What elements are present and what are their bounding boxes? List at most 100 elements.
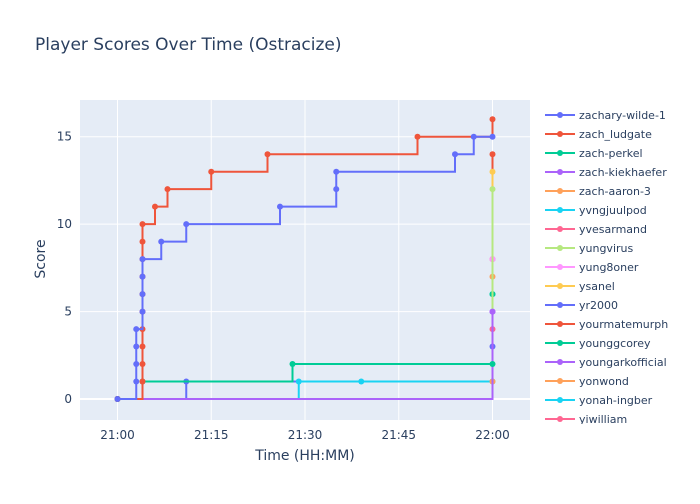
legend-marker (557, 150, 563, 156)
data-point[interactable] (489, 361, 496, 368)
data-point[interactable] (133, 326, 140, 333)
data-point[interactable] (139, 221, 146, 228)
legend-marker (557, 264, 563, 270)
data-point[interactable] (114, 396, 121, 403)
data-point[interactable] (333, 186, 340, 193)
legend-item[interactable]: zach-aaron-3 (545, 185, 651, 198)
legend-label: youngarkofficial (579, 356, 667, 369)
legend-item[interactable]: zachary-wilde-1 (545, 109, 666, 122)
data-point[interactable] (489, 186, 496, 193)
legend-marker (557, 131, 563, 137)
legend-item[interactable]: yr2000 (545, 299, 618, 312)
legend-label: yonah-ingber (579, 394, 653, 407)
legend-marker (557, 302, 563, 308)
series-line[interactable] (117, 311, 494, 401)
data-point[interactable] (414, 133, 421, 140)
legend-item[interactable]: yonah-ingber (545, 394, 653, 407)
y-tick-label: 10 (57, 217, 72, 231)
x-tick-label: 22:00 (475, 428, 510, 442)
data-point[interactable] (139, 291, 146, 298)
legend-item[interactable]: yonwond (545, 375, 629, 388)
x-axis-label: Time (HH:MM) (254, 448, 355, 464)
data-point[interactable] (133, 343, 140, 350)
data-point[interactable] (139, 378, 146, 385)
data-point[interactable] (139, 308, 146, 315)
data-point[interactable] (158, 238, 165, 245)
y-tick-label: 0 (64, 392, 72, 406)
legend-marker (557, 169, 563, 175)
legend-label: zach-perkel (579, 147, 643, 160)
data-point[interactable] (139, 238, 146, 245)
tick-layer: 0 5 10 15 21:00 21:15 21:30 21:45 22:00 (57, 130, 510, 442)
legend-marker (557, 283, 563, 289)
legend-marker (557, 112, 563, 118)
data-point[interactable] (139, 361, 146, 368)
y-tick-label: 15 (57, 130, 72, 144)
data-point[interactable] (489, 151, 496, 158)
chart-title: Player Scores Over Time (Ostracize) (35, 35, 342, 55)
y-axis-label: Score (33, 239, 49, 278)
legend-item[interactable]: ysanel (545, 280, 615, 293)
x-tick-label: 21:30 (288, 428, 323, 442)
data-point[interactable] (133, 361, 140, 368)
data-point[interactable] (470, 133, 477, 140)
legend[interactable]: zachary-wilde-1 zach_ludgate zach-perkel za… (545, 109, 668, 426)
legend-label: younggcorey (579, 337, 651, 350)
legend-marker (557, 397, 563, 403)
data-point[interactable] (289, 361, 296, 368)
legend-marker (557, 188, 563, 194)
legend-marker (557, 378, 563, 384)
data-point[interactable] (152, 203, 158, 210)
legend-marker (557, 226, 563, 232)
legend-item[interactable]: yvngjuulpod (545, 204, 647, 217)
data-point[interactable] (183, 221, 190, 228)
data-point[interactable] (139, 273, 146, 280)
legend-label: yvesarmand (579, 223, 647, 236)
legend-marker (557, 245, 563, 251)
legend-item[interactable]: zach-kiekhaefer (545, 166, 667, 179)
legend-marker (557, 340, 563, 346)
x-tick-label: 21:00 (100, 428, 135, 442)
legend-item[interactable]: yungvirus (545, 242, 633, 255)
legend-item[interactable]: zach_ludgate (545, 128, 652, 141)
legend-item[interactable]: youngarkofficial (545, 356, 667, 369)
data-point[interactable] (333, 168, 340, 175)
data-point[interactable] (489, 116, 496, 123)
data-point[interactable] (139, 343, 146, 350)
data-point[interactable] (295, 378, 302, 385)
legend-item[interactable]: younggcorey (545, 337, 651, 350)
legend-marker (557, 207, 563, 213)
legend-marker (557, 359, 563, 365)
legend-item[interactable]: yung8oner (545, 261, 639, 274)
legend-label: ysanel (579, 280, 615, 293)
data-point[interactable] (133, 378, 140, 385)
x-tick-label: 21:45 (381, 428, 416, 442)
legend-label: yvngjuulpod (579, 204, 647, 217)
data-point[interactable] (452, 151, 458, 158)
legend-item[interactable]: yiwilliam (545, 413, 627, 426)
data-point[interactable] (208, 168, 215, 175)
data-point[interactable] (358, 378, 365, 385)
legend-item[interactable]: yourmatemurph (545, 318, 668, 331)
legend-item[interactable]: zach-perkel (545, 147, 643, 160)
legend-label: yonwond (579, 375, 629, 388)
x-tick-label: 21:15 (194, 428, 229, 442)
y-tick-label: 5 (64, 305, 72, 319)
legend-label: yr2000 (579, 299, 618, 312)
legend-marker (557, 321, 563, 327)
legend-label: zachary-wilde-1 (579, 109, 666, 122)
data-point[interactable] (489, 133, 496, 140)
data-point[interactable] (139, 256, 146, 263)
data-point[interactable] (264, 151, 271, 158)
legend-label: yourmatemurph (579, 318, 668, 331)
legend-label: yungvirus (579, 242, 633, 255)
legend-label: zach-kiekhaefer (579, 166, 667, 179)
data-point[interactable] (164, 186, 171, 193)
legend-item[interactable]: yvesarmand (545, 223, 647, 236)
data-point[interactable] (489, 168, 496, 175)
series-zachary-wilde-1[interactable] (114, 133, 496, 403)
data-point[interactable] (277, 203, 283, 210)
data-point[interactable] (489, 308, 496, 315)
